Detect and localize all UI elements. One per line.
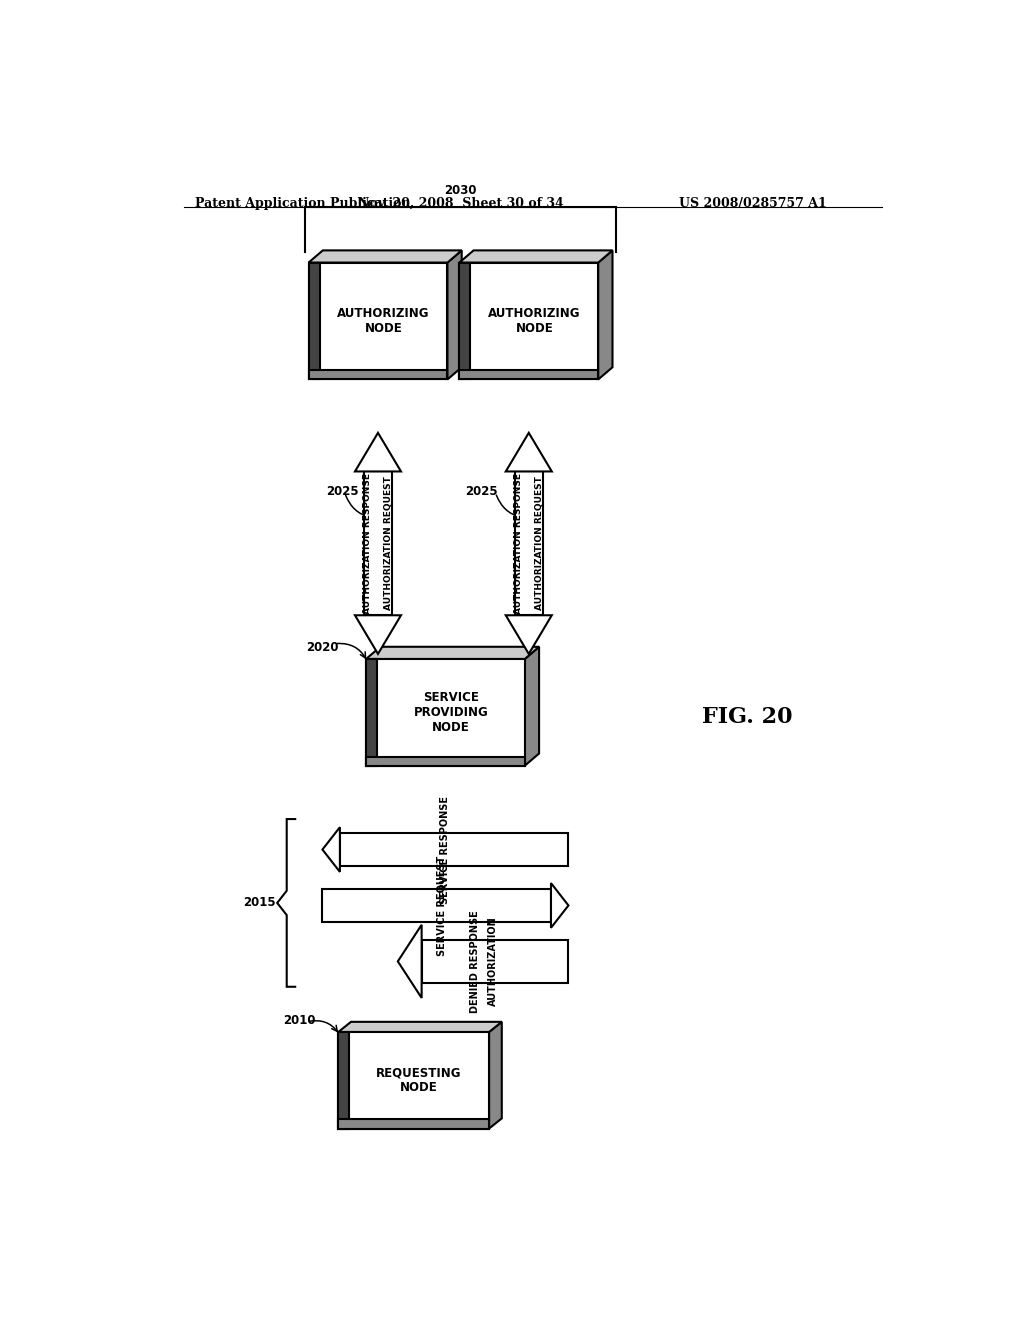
Text: SERVICE RESPONSE: SERVICE RESPONSE bbox=[440, 796, 451, 904]
Polygon shape bbox=[308, 371, 447, 379]
Polygon shape bbox=[598, 251, 612, 379]
Polygon shape bbox=[524, 647, 539, 766]
Polygon shape bbox=[308, 263, 447, 379]
Text: AUTHORIZATION: AUTHORIZATION bbox=[487, 916, 498, 1006]
Text: REQUESTING
NODE: REQUESTING NODE bbox=[376, 1067, 461, 1094]
Polygon shape bbox=[365, 471, 392, 615]
Text: 2025: 2025 bbox=[465, 484, 498, 498]
Polygon shape bbox=[338, 1032, 349, 1129]
Text: 2020: 2020 bbox=[306, 642, 339, 653]
Polygon shape bbox=[338, 1119, 489, 1129]
Polygon shape bbox=[367, 659, 377, 766]
Polygon shape bbox=[308, 251, 462, 263]
Text: 2030: 2030 bbox=[443, 183, 476, 197]
Polygon shape bbox=[323, 828, 340, 873]
Polygon shape bbox=[460, 371, 598, 379]
Polygon shape bbox=[367, 647, 539, 659]
Text: US 2008/0285757 A1: US 2008/0285757 A1 bbox=[679, 197, 826, 210]
Text: FIG. 20: FIG. 20 bbox=[701, 706, 793, 729]
Polygon shape bbox=[460, 251, 612, 263]
Polygon shape bbox=[323, 890, 551, 921]
Polygon shape bbox=[551, 883, 568, 928]
Polygon shape bbox=[338, 1032, 489, 1129]
Polygon shape bbox=[506, 433, 552, 471]
Polygon shape bbox=[397, 925, 422, 998]
Text: 2010: 2010 bbox=[283, 1014, 315, 1027]
Text: AUTHORIZATION REQUEST: AUTHORIZATION REQUEST bbox=[535, 477, 544, 610]
Polygon shape bbox=[367, 756, 524, 766]
Text: SERVICE
PROVIDING
NODE: SERVICE PROVIDING NODE bbox=[414, 690, 488, 734]
Polygon shape bbox=[355, 615, 401, 653]
Text: AUTHORIZATION REQUEST: AUTHORIZATION REQUEST bbox=[384, 477, 393, 610]
Polygon shape bbox=[460, 263, 598, 379]
Text: AUTHORIZING
NODE: AUTHORIZING NODE bbox=[337, 308, 430, 335]
Polygon shape bbox=[367, 659, 524, 766]
Polygon shape bbox=[506, 615, 552, 653]
Text: AUTHORIZATION RESPONSE: AUTHORIZATION RESPONSE bbox=[514, 473, 523, 614]
Text: DENIED RESPONSE: DENIED RESPONSE bbox=[470, 909, 480, 1012]
Text: 2015: 2015 bbox=[243, 896, 275, 909]
Polygon shape bbox=[447, 251, 462, 379]
Polygon shape bbox=[460, 263, 470, 379]
Text: AUTHORIZING
NODE: AUTHORIZING NODE bbox=[488, 308, 581, 335]
Text: 2025: 2025 bbox=[327, 484, 359, 498]
Polygon shape bbox=[515, 471, 543, 615]
Text: SERVICE REQUEST: SERVICE REQUEST bbox=[436, 855, 446, 956]
Polygon shape bbox=[338, 1022, 502, 1032]
Text: Nov. 20, 2008  Sheet 30 of 34: Nov. 20, 2008 Sheet 30 of 34 bbox=[358, 197, 564, 210]
Polygon shape bbox=[340, 833, 568, 866]
Polygon shape bbox=[489, 1022, 502, 1129]
Text: AUTHORIZATION RESPONSE: AUTHORIZATION RESPONSE bbox=[364, 473, 372, 614]
Polygon shape bbox=[422, 940, 568, 982]
Polygon shape bbox=[308, 263, 319, 379]
Polygon shape bbox=[355, 433, 401, 471]
Text: Patent Application Publication: Patent Application Publication bbox=[196, 197, 411, 210]
